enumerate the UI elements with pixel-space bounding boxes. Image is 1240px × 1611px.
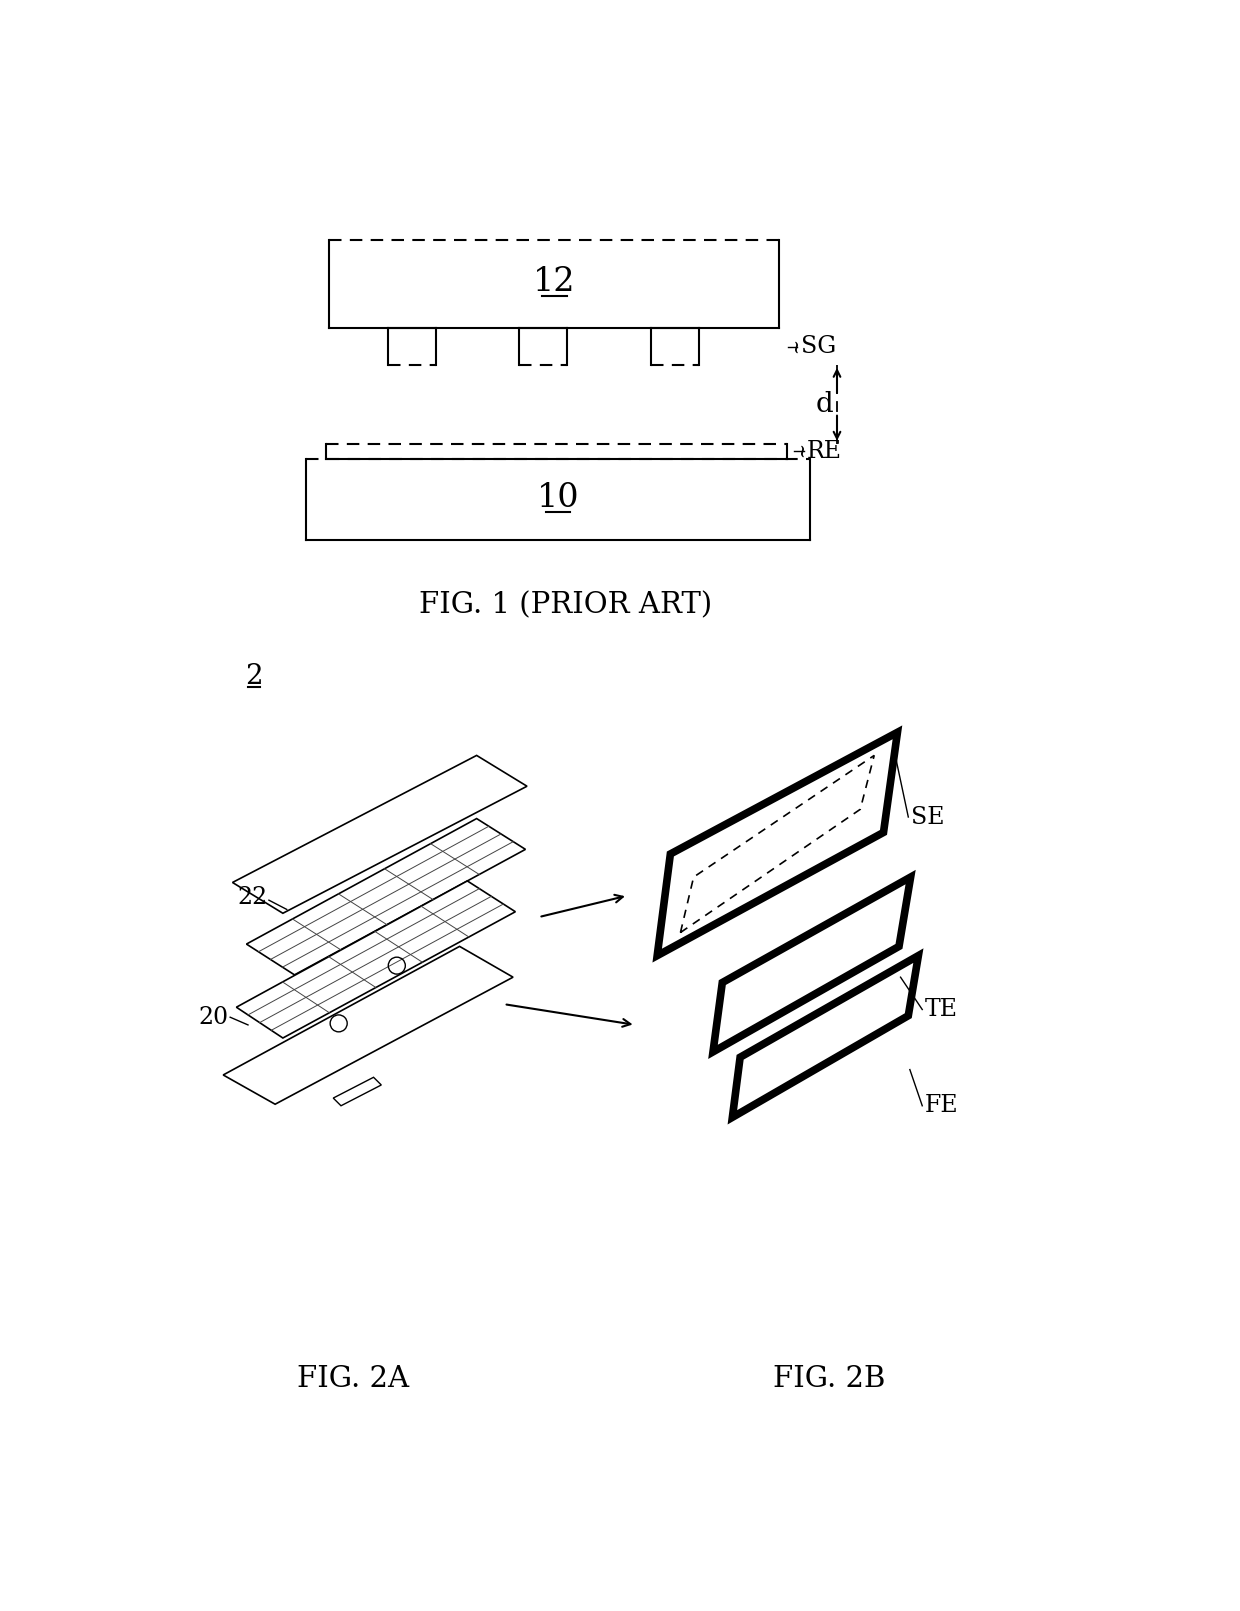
Polygon shape [233,756,527,913]
Polygon shape [247,818,526,975]
Polygon shape [223,946,513,1104]
Polygon shape [237,881,516,1037]
Text: FIG. 2B: FIG. 2B [773,1365,885,1394]
Polygon shape [713,876,910,1052]
Text: SG: SG [801,335,836,358]
Text: 22: 22 [237,886,268,909]
Text: ~: ~ [792,443,811,458]
Text: FIG. 1 (PRIOR ART): FIG. 1 (PRIOR ART) [419,591,712,619]
Text: TE: TE [925,999,957,1021]
Polygon shape [733,955,919,1118]
Text: 20: 20 [198,1005,228,1029]
Text: RE: RE [807,440,842,462]
Polygon shape [657,733,898,955]
Text: FIG. 2A: FIG. 2A [296,1365,409,1394]
Text: d: d [816,391,833,417]
Text: 12: 12 [533,266,575,298]
Text: SE: SE [910,806,944,828]
Text: FE: FE [925,1094,959,1118]
Text: ~: ~ [786,338,805,353]
Text: 2: 2 [246,664,263,691]
Text: 10: 10 [537,482,579,514]
